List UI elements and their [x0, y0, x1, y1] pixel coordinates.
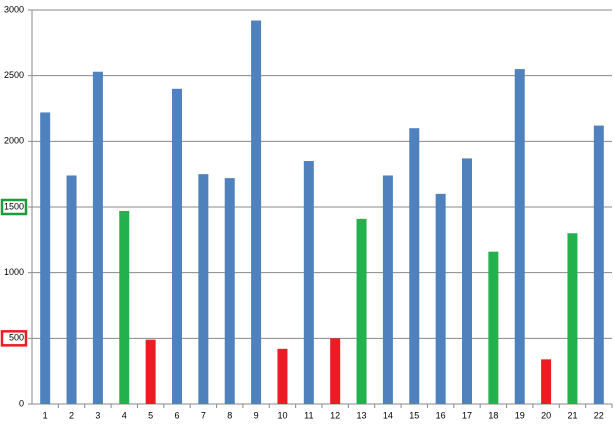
x-tick-label: 11: [304, 410, 313, 420]
bar: [514, 69, 525, 404]
bar: [356, 218, 367, 404]
bar: [462, 158, 472, 404]
x-tick-label: 17: [462, 410, 472, 420]
x-tick-label: 16: [436, 410, 446, 420]
x-tick-label: 13: [357, 410, 367, 420]
y-tick-label: 0: [19, 398, 24, 408]
x-tick-label: 1: [43, 410, 48, 420]
y-tick-label: 2500: [4, 70, 24, 80]
y-tick-label: 3000: [4, 4, 24, 14]
tick-highlight: [0, 330, 28, 347]
x-tick-label: 7: [201, 410, 206, 420]
x-tick-label: 6: [174, 410, 179, 420]
bar: [303, 161, 314, 404]
bar: [198, 174, 209, 404]
x-tick-label: 2: [69, 410, 74, 420]
x-tick-label: 9: [254, 410, 259, 420]
bar: [409, 128, 420, 404]
bar: [382, 175, 393, 404]
tick-highlight: [0, 198, 28, 216]
bar: [541, 359, 552, 404]
y-tick-label: 1000: [4, 267, 24, 277]
bar: [330, 338, 341, 404]
x-tick-label: 19: [515, 410, 525, 420]
x-tick-label: 4: [122, 410, 127, 420]
bar: [172, 88, 182, 405]
x-tick-label: 22: [594, 410, 604, 420]
bar: [224, 178, 235, 404]
bar: [66, 175, 77, 404]
x-tick-label: 21: [567, 410, 577, 420]
bar: [435, 193, 446, 404]
bar: [251, 20, 262, 405]
bar: [277, 348, 288, 404]
bar: [119, 210, 130, 404]
bar: [593, 125, 604, 404]
x-tick-label: 14: [383, 410, 393, 420]
x-tick-label: 12: [330, 410, 340, 420]
x-tick-label: 15: [409, 410, 419, 420]
bar: [488, 251, 499, 404]
x-tick-label: 18: [488, 410, 498, 420]
bar: [145, 339, 156, 404]
x-tick-label: 10: [277, 410, 287, 420]
bar: [40, 112, 51, 404]
bar: [567, 233, 578, 404]
y-tick-label: 1500: [4, 201, 24, 211]
bar: [92, 71, 103, 404]
y-tick-label: 500: [9, 333, 24, 343]
x-tick-label: 5: [148, 410, 153, 420]
x-tick-label: 3: [95, 410, 100, 420]
x-tick-label: 8: [227, 410, 232, 420]
y-tick-label: 2000: [4, 136, 24, 146]
x-tick-label: 20: [541, 410, 551, 420]
